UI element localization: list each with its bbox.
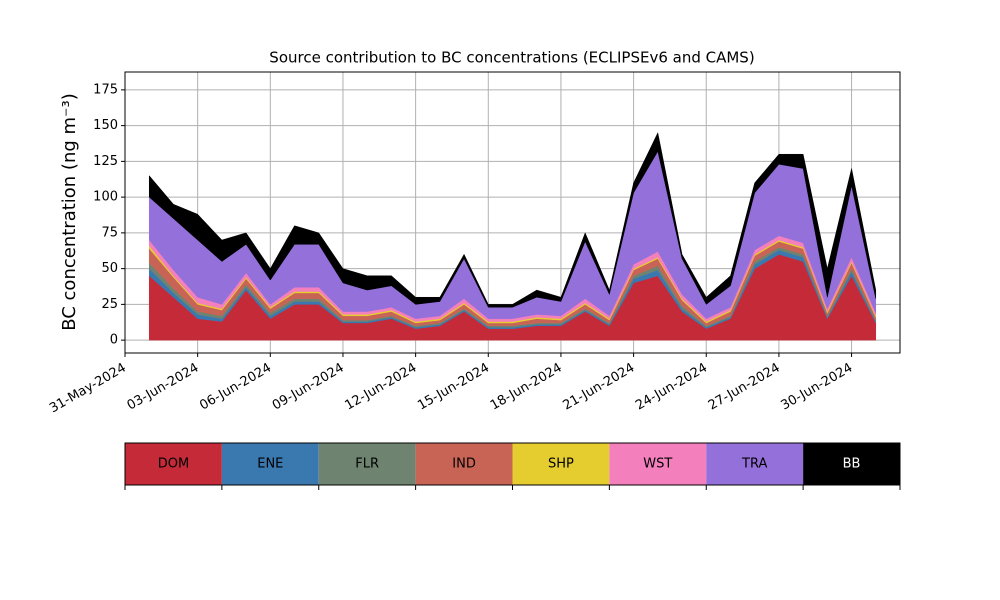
legend-swatch [221, 443, 319, 485]
x-tick-label: 06-Jun-2024 [197, 361, 274, 414]
y-tick-label: 50 [101, 261, 118, 276]
y-axis-label: BC concentration (ng m⁻³) [59, 93, 80, 331]
legend-swatch [415, 443, 513, 485]
legend-frame [124, 442, 901, 486]
legend-label: TRA [741, 457, 767, 472]
legend-label: BB [843, 457, 861, 472]
x-tick-label: 21-Jun-2024 [561, 361, 638, 414]
legend-swatch [706, 443, 804, 485]
legend-label: DOM [158, 457, 189, 472]
x-tick-label: 27-Jun-2024 [706, 361, 783, 414]
x-tick-label: 24-Jun-2024 [633, 361, 710, 414]
y-tick-label: 75 [101, 225, 118, 240]
y-tick-label: 125 [93, 154, 118, 169]
y-tick-label: 25 [101, 297, 118, 312]
x-tick-label: 31-May-2024 [47, 361, 129, 417]
y-tick-label: 0 [110, 333, 118, 348]
y-tick-label: 150 [93, 118, 118, 133]
legend-label: IND [452, 457, 476, 472]
chart-title: Source contribution to BC concentrations… [269, 49, 754, 67]
plot-frame [124, 71, 901, 354]
y-tick-label: 100 [93, 190, 118, 205]
legend-swatch [512, 443, 610, 485]
legend-swatch [609, 443, 707, 485]
x-tick-label: 18-Jun-2024 [488, 361, 565, 414]
x-tick-label: 30-Jun-2024 [778, 361, 855, 414]
x-tick-label: 09-Jun-2024 [270, 361, 347, 414]
x-tick-label: 15-Jun-2024 [415, 361, 492, 414]
legend-swatch [803, 443, 900, 485]
legend-label: WST [643, 457, 672, 472]
legend-label: SHP [548, 457, 574, 472]
area [148, 131, 877, 308]
legend-swatch [318, 443, 416, 485]
legend-label: ENE [257, 457, 283, 472]
x-tick-label: 03-Jun-2024 [125, 361, 202, 414]
y-tick-label: 175 [93, 82, 118, 97]
x-tick-label: 12-Jun-2024 [343, 361, 420, 414]
legend-swatch [125, 443, 222, 485]
legend-label: FLR [355, 457, 379, 472]
